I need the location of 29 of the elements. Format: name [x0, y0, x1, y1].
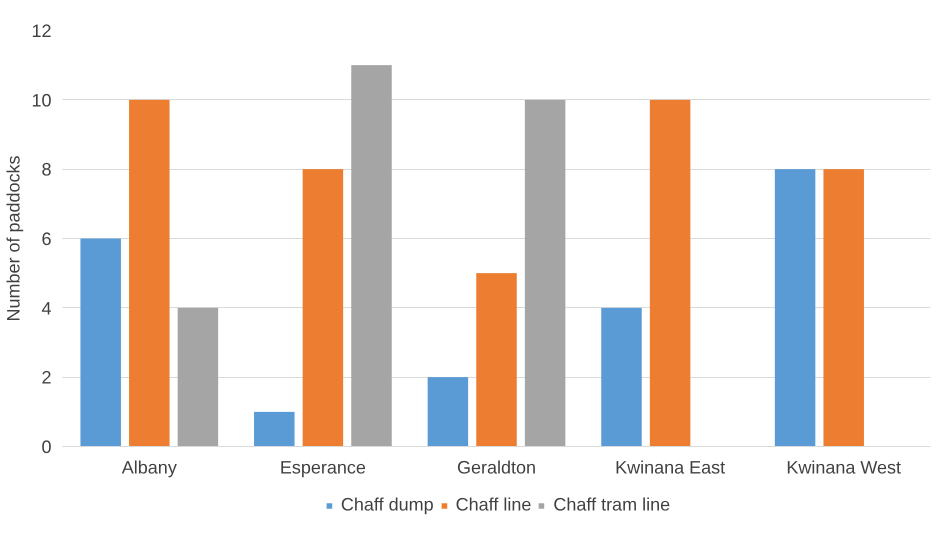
bar: [650, 100, 690, 446]
bar: [178, 308, 218, 446]
bar: [774, 169, 816, 446]
bar: [823, 169, 864, 446]
x-tick-label: Geraldton: [456, 458, 536, 478]
bar: [428, 377, 468, 446]
bar: [476, 273, 517, 446]
x-tick-label: Kwinana East: [615, 458, 726, 478]
bar: [351, 65, 392, 446]
bar: [524, 100, 566, 446]
legend-label: Chaff line: [456, 494, 532, 516]
bar: [80, 238, 121, 446]
bar: [254, 412, 295, 446]
y-tick-label: 4: [41, 298, 52, 318]
legend-label: Chaff tram line: [553, 494, 670, 516]
bar: [601, 308, 642, 446]
legend-label: Chaff dump: [340, 494, 434, 516]
bar: [129, 100, 170, 446]
x-tick-label: Albany: [122, 458, 177, 478]
y-tick-label: 12: [31, 21, 52, 41]
y-tick-label: 6: [41, 229, 52, 249]
y-tick-label: 0: [41, 437, 52, 457]
x-tick-label: Esperance: [280, 458, 366, 478]
bar: [302, 169, 344, 446]
x-tick-label: Kwinana West: [786, 458, 902, 478]
y-tick-label: 10: [31, 90, 52, 110]
y-axis-title: Number of paddocks: [3, 155, 24, 322]
y-tick-label: 8: [41, 160, 52, 180]
y-tick-label: 2: [41, 368, 52, 388]
